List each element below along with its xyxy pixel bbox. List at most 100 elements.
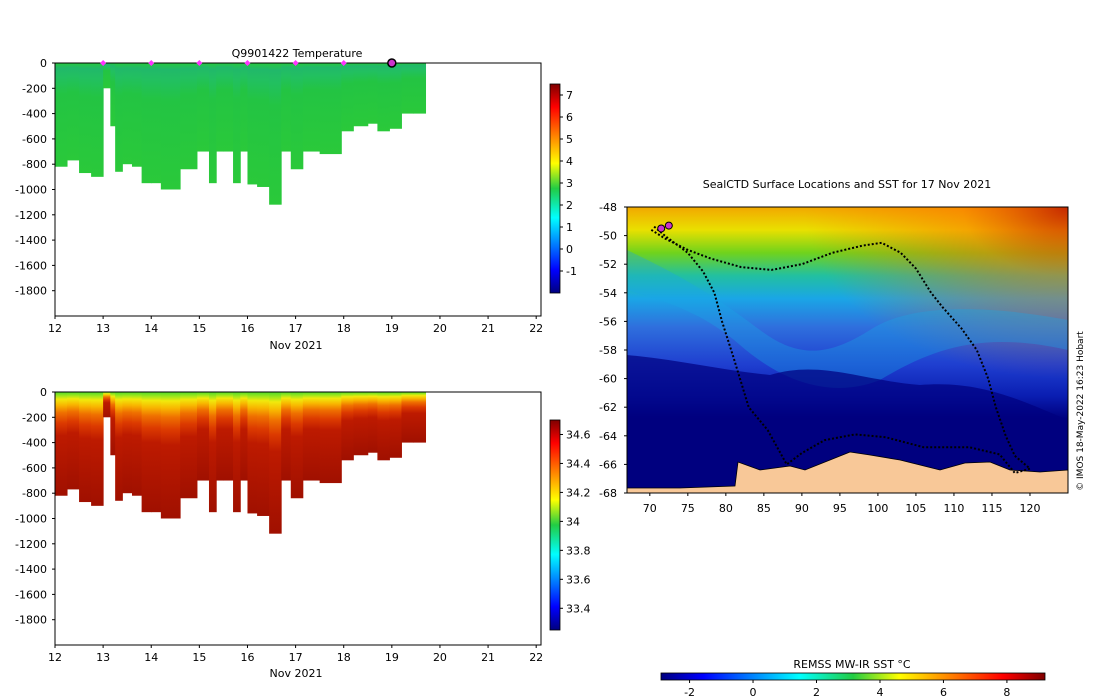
profile-bar	[367, 392, 378, 453]
surface-marker	[100, 60, 107, 66]
profile-bar	[67, 63, 80, 161]
salinity-colorbar-ticks: 34.6 34.4 34.2 34 33.8 33.6 33.4	[560, 428, 591, 615]
x-tick-label: 16	[240, 651, 254, 664]
colorbar-tick-label: 5	[566, 133, 573, 146]
y-tick-label: -1200	[15, 538, 47, 551]
x-tick-label: 12	[48, 651, 62, 664]
colorbar-tick-label: 34.2	[566, 486, 591, 499]
map-x-tick-label: 80	[719, 502, 733, 515]
map-x-tick-label: 100	[867, 502, 888, 515]
sst-colorbar-title: REMSS MW-IR SST °C	[793, 658, 911, 671]
profile-bar	[196, 63, 210, 152]
profile-bar	[110, 392, 116, 456]
profile-bar	[319, 392, 342, 484]
y-tick-label: -1200	[15, 209, 47, 222]
map-x-tick-label: 110	[943, 502, 964, 515]
profile-bar	[377, 392, 390, 461]
profile-bar	[341, 63, 354, 132]
x-tick-label: 19	[385, 322, 399, 335]
profile-bar	[413, 392, 427, 443]
profile-bar	[91, 63, 104, 177]
profile-bar	[103, 392, 111, 418]
sst-field	[627, 207, 1068, 493]
map-footnote: © IMOS 18-May-2022 16:23 Hobart	[1076, 331, 1086, 491]
sst-colorbar-tick-label: 4	[876, 686, 883, 699]
profile-bar	[233, 392, 241, 513]
colorbar-tick-label: 33.8	[566, 544, 591, 557]
temperature-y-ticks: 0 -200 -400 -600 -800 -1000 -1200 -1400 -1600 -18…	[15, 57, 55, 298]
temperature-panel: Q9901422 Temperature 0 -200 -400 -600 -800 -1…	[15, 47, 577, 352]
colorbar-tick-label: 2	[566, 199, 573, 212]
profile-bar	[151, 392, 162, 513]
y-tick-label: -1000	[15, 513, 47, 526]
profile-bar	[269, 392, 282, 534]
salinity-x-ticks: 12 13 14 15 16 17 18 19 20 21 22	[48, 645, 543, 664]
profile-bar	[151, 63, 162, 184]
x-tick-label: 20	[433, 322, 447, 335]
profile-bar	[341, 392, 354, 461]
colorbar-tick-label: 7	[566, 89, 573, 102]
map-y-tick-label: -58	[599, 344, 617, 357]
profile-bar	[377, 63, 390, 132]
x-tick-label: 12	[48, 322, 62, 335]
seal-current-positions	[657, 221, 673, 233]
sst-colorbar	[660, 672, 1046, 681]
sst-front-band	[627, 250, 1068, 388]
profile-bar	[208, 63, 217, 184]
sst-colorbar-ticks: -2 0 2 4 6 8	[684, 680, 1010, 699]
profile-bar	[216, 63, 224, 152]
profile-bar	[141, 63, 152, 184]
sst-map-panel: SealCTD Surface Locations and SST for 17…	[599, 178, 1086, 699]
profile-bar	[122, 392, 133, 494]
x-tick-label: 13	[96, 322, 110, 335]
profile-bar	[110, 63, 116, 127]
seal-position-marker	[664, 221, 673, 230]
colorbar-tick-label: 33.6	[566, 573, 591, 586]
profile-bar	[240, 392, 248, 481]
profile-bar	[55, 63, 68, 167]
profile-bar	[67, 392, 80, 490]
colorbar-tick-label: -1	[566, 265, 577, 278]
temperature-profiles	[55, 63, 427, 205]
y-tick-label: -1800	[15, 614, 47, 627]
sst-colorbar-tick-label: -2	[684, 686, 695, 699]
map-x-tick-label: 95	[833, 502, 847, 515]
profile-bar	[91, 392, 104, 506]
sst-cold-water	[627, 355, 1068, 493]
profile-bar	[257, 392, 270, 516]
y-tick-label: -800	[22, 487, 47, 500]
x-tick-label: 18	[337, 322, 351, 335]
y-tick-label: -1800	[15, 285, 47, 298]
y-tick-label: 0	[40, 57, 47, 70]
y-tick-label: -1600	[15, 588, 47, 601]
profile-bar	[290, 63, 304, 170]
salinity-panel: 0 -200 -400 -600 -800 -1000 -1200 -1400 -1600 -18…	[15, 386, 590, 680]
y-tick-label: -400	[22, 108, 47, 121]
profile-bar	[160, 63, 181, 190]
map-x-tick-label: 120	[1019, 502, 1040, 515]
profile-bar	[281, 392, 292, 481]
profile-bar	[353, 63, 369, 127]
x-tick-label: 18	[337, 651, 351, 664]
map-y-tick-label: -60	[599, 373, 617, 386]
y-tick-label: -600	[22, 133, 47, 146]
profile-bar	[223, 63, 234, 152]
map-y-tick-label: -66	[599, 458, 617, 471]
profile-bar	[115, 63, 123, 172]
profile-bar	[196, 392, 210, 481]
colorbar-tick-label: 4	[566, 155, 573, 168]
x-tick-label: 20	[433, 651, 447, 664]
surface-marker	[292, 60, 299, 66]
y-tick-label: -1400	[15, 234, 47, 247]
profile-bar	[180, 63, 198, 170]
profile-bar	[122, 63, 133, 165]
surface-marker	[148, 60, 155, 66]
map-x-tick-label: 105	[905, 502, 926, 515]
x-tick-label: 15	[192, 651, 206, 664]
profile-bar	[131, 63, 143, 167]
profile-bar	[367, 63, 378, 124]
profile-bar	[223, 392, 234, 481]
current-position-marker	[387, 58, 397, 68]
map-y-tick-label: -50	[599, 230, 617, 243]
profile-bar	[79, 63, 92, 174]
